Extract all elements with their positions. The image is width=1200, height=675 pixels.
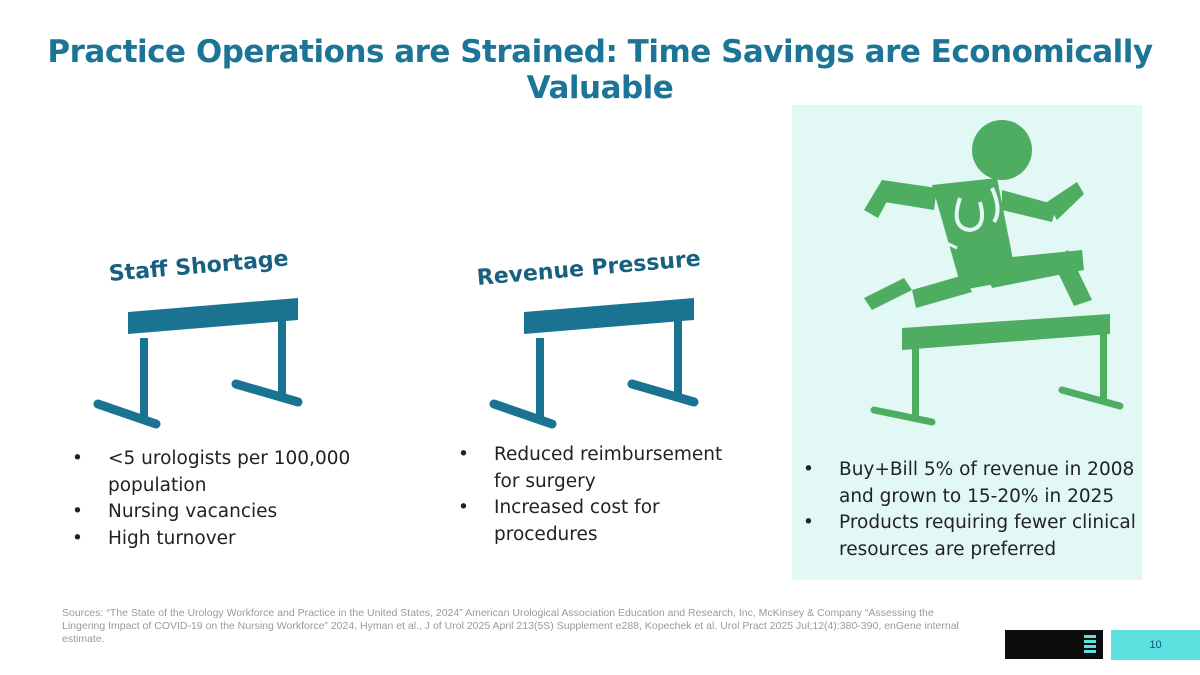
list-item: Buy+Bill 5% of revenue in 2008 and grown…	[795, 457, 1140, 510]
list-item: Nursing vacancies	[64, 499, 374, 526]
revenue-pressure-heading: Revenue Pressure	[475, 246, 702, 291]
revenue-pressure-bullets: Reduced reimbursement for surgery Increa…	[450, 442, 750, 548]
slide-title: Practice Operations are Strained: Time S…	[47, 34, 1153, 106]
highlight-panel: Buy+Bill 5% of revenue in 2008 and grown…	[792, 105, 1142, 580]
sources-footnote: Sources: “The State of the Urology Workf…	[62, 607, 959, 645]
doctor-jumping-hurdle-icon	[864, 120, 1124, 426]
page-number: 10	[1149, 639, 1162, 651]
list-item: High turnover	[64, 526, 374, 553]
list-item: <5 urologists per 100,000 population	[64, 446, 374, 499]
hurdle-icon	[489, 298, 699, 429]
staff-shortage-heading: Staff Shortage	[107, 246, 290, 287]
staff-shortage-bullets: <5 urologists per 100,000 population Nur…	[64, 446, 374, 552]
list-item: Reduced reimbursement for surgery	[450, 442, 750, 495]
list-item: Increased cost for procedures	[450, 495, 750, 548]
logo-mark-icon	[1084, 635, 1096, 653]
list-item: Products requiring fewer clinical resour…	[795, 510, 1140, 563]
page-number-box: 10	[1111, 630, 1200, 660]
company-logo	[1005, 630, 1103, 659]
hurdle-icon	[93, 298, 303, 429]
economic-bullets: Buy+Bill 5% of revenue in 2008 and grown…	[795, 457, 1140, 563]
